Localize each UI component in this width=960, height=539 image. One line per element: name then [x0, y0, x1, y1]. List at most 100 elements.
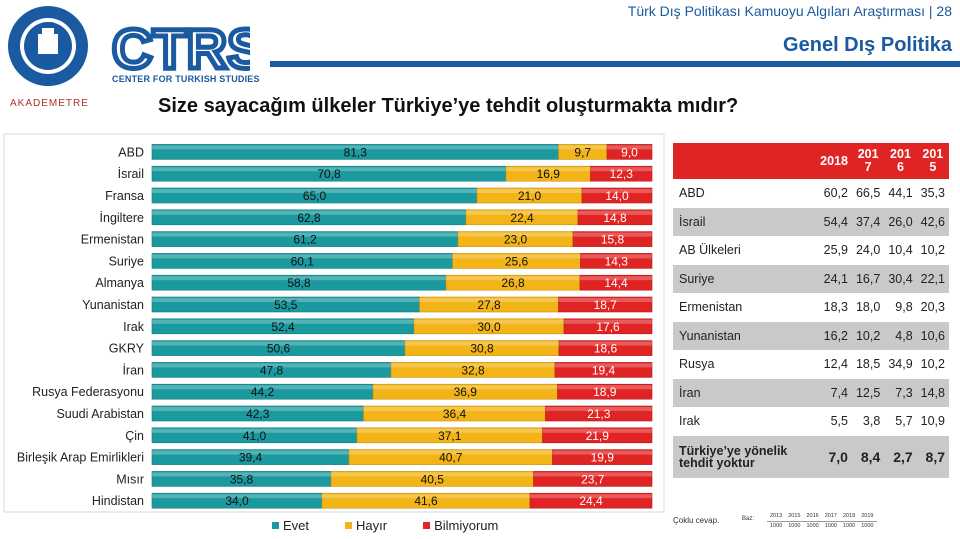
- base-value: 1000: [840, 520, 859, 531]
- table-cell-value: 24,0: [855, 243, 881, 258]
- table-cell-value: 10,2: [851, 321, 885, 350]
- base-value: 1000: [803, 520, 822, 531]
- base-year: 2017: [824, 512, 837, 519]
- bar-highlight: [152, 210, 466, 215]
- data-label-evet: 47,8: [260, 363, 284, 377]
- category-label: İngiltere: [100, 211, 145, 225]
- bar-bilmiyorum: [529, 492, 653, 509]
- bar-highlight: [152, 232, 458, 237]
- table-cell-value: 10,2: [920, 243, 945, 258]
- data-label-hay-r: 22,4: [510, 211, 534, 225]
- data-label-bilmiyorum: 17,6: [596, 320, 620, 334]
- data-label-bilmiyorum: 21,9: [586, 429, 610, 443]
- legend-label-hayir: Hayır: [356, 518, 388, 533]
- table-cell-value: 18,0: [855, 300, 881, 315]
- table-cell-value: 16,7: [851, 264, 885, 293]
- data-label-bilmiyorum: 19,4: [592, 363, 616, 377]
- table-cell-value: 7,0: [816, 435, 852, 478]
- legend-swatch-evet: [272, 522, 279, 529]
- legend-label-evet: Evet: [283, 518, 310, 533]
- table-cell-value: 7,4: [816, 378, 852, 407]
- data-label-hay-r: 37,1: [438, 429, 462, 443]
- table-header-row: 2018 201 7 201 6 201 5: [673, 143, 949, 179]
- bar-highlight: [152, 385, 373, 390]
- data-label-hay-r: 40,5: [421, 472, 445, 486]
- bar-highlight: [530, 494, 652, 499]
- table-cell-value: 10,2: [920, 357, 945, 372]
- category-label: GKRY: [109, 342, 145, 356]
- data-label-bilmiyorum: 18,6: [594, 342, 618, 356]
- base-year: 2019: [861, 512, 874, 519]
- category-label: Mısır: [116, 472, 144, 486]
- table-row: Yunanistan 16,2 10,2 4,8 10,6: [673, 321, 949, 350]
- table-cell-country: Ermenistan: [679, 300, 743, 315]
- bar-highlight: [552, 450, 652, 455]
- data-label-hay-r: 9,7: [574, 145, 591, 159]
- bar-highlight: [152, 298, 420, 302]
- data-label-hay-r: 21,0: [518, 189, 542, 203]
- table-cell-value: 5,7: [895, 414, 913, 429]
- data-label-hay-r: 30,0: [477, 320, 501, 334]
- bar-bilmiyorum: [572, 231, 653, 247]
- bar-highlight: [363, 407, 546, 411]
- table-row: Irak 5,5 3,8 5,7 10,9: [673, 407, 949, 436]
- table-cell-value: 44,1: [888, 186, 913, 201]
- table-cell-value: 25,9: [823, 243, 848, 258]
- data-label-evet: 60,1: [291, 254, 315, 268]
- threat-comparison-table: 2018 201 7 201 6 201 5 ABD 60,2 66,5 44,1 35…: [673, 143, 949, 478]
- table-cell-country: Yunanistan: [673, 321, 817, 350]
- base-year: 2013: [770, 512, 783, 519]
- bar-highlight: [152, 472, 331, 477]
- data-label-evet: 39,4: [239, 451, 263, 465]
- table-cell-value: 20,3: [920, 300, 945, 315]
- category-label: İsrail: [118, 167, 144, 181]
- category-label: Yunanistan: [82, 298, 144, 312]
- base-year: 2016: [806, 512, 819, 519]
- legend-swatch-hayir: [345, 522, 353, 529]
- data-label-evet: 41,0: [243, 429, 267, 443]
- data-label-bilmiyorum: 12,3: [610, 167, 634, 181]
- data-label-evet: 50,6: [267, 342, 291, 356]
- data-label-hay-r: 26,8: [501, 276, 525, 290]
- bar-highlight: [559, 341, 652, 346]
- question-title: Size sayacağım ülkeler Türkiye’ye tehdit…: [158, 95, 739, 117]
- bar-highlight: [555, 363, 652, 368]
- bar-bilmiyorum: [579, 274, 653, 291]
- table-cell-value: 8,7: [916, 435, 949, 478]
- bar-bilmiyorum: [552, 449, 653, 465]
- table-cell-value: 54,4: [816, 207, 852, 236]
- bar-highlight: [152, 319, 414, 324]
- akademetre-logo: AKADEMETRE: [10, 98, 89, 109]
- category-label: Çin: [125, 429, 144, 443]
- bar-highlight: [419, 298, 559, 302]
- bar-bilmiyorum: [545, 405, 653, 422]
- table-cell-country: Rusya: [679, 357, 715, 372]
- base-value: 1000: [785, 520, 804, 531]
- bar-bilmiyorum: [563, 318, 653, 335]
- table-cell-value: 30,4: [884, 264, 917, 293]
- data-label-bilmiyorum: 24,4: [579, 494, 603, 508]
- table-row: Rusya 12,4 18,5 34,9 10,2: [673, 350, 949, 379]
- chart-legend: Evet Hayır Bilmiyorum: [272, 518, 498, 533]
- data-label-bilmiyorum: 15,8: [601, 233, 625, 247]
- bar-highlight: [466, 210, 578, 215]
- category-label: Rusya Federasyonu: [32, 385, 144, 399]
- data-label-hay-r: 16,9: [537, 167, 561, 181]
- bar-bilmiyorum: [590, 165, 653, 182]
- stacked-bar-chart: ABD 81,3 9,7 9,0 İsrail 70,8 16,9 12,3 Fransa 65,…: [3, 133, 665, 513]
- table-cell-country: Suriye: [673, 264, 817, 293]
- bar-highlight: [582, 189, 652, 193]
- category-label: ABD: [118, 145, 144, 159]
- bar-highlight: [506, 167, 591, 172]
- table-header-year: 201 6: [884, 143, 917, 179]
- table-cell-value: 22,1: [916, 264, 949, 293]
- data-label-bilmiyorum: 14,0: [605, 189, 629, 203]
- bar-highlight: [349, 450, 553, 455]
- bar-bilmiyorum: [580, 253, 653, 269]
- table-cell-country: Irak: [679, 414, 700, 429]
- table-cell-value: 12,5: [851, 378, 885, 407]
- bar-highlight: [458, 232, 573, 237]
- table-header-year: 2018: [816, 143, 852, 179]
- data-label-evet: 53,5: [274, 298, 298, 312]
- ctrs-logo: CTRS: [110, 15, 250, 83]
